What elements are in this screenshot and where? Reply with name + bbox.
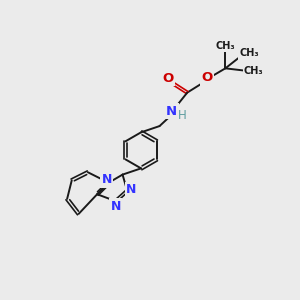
Text: CH₃: CH₃ [215,41,235,51]
Text: CH₃: CH₃ [244,66,264,76]
Text: CH₃: CH₃ [240,48,260,58]
Text: H: H [178,109,186,122]
Text: O: O [163,71,174,85]
Text: O: O [201,71,212,84]
Text: N: N [166,105,177,118]
Text: N: N [102,173,112,186]
Text: N: N [126,183,136,196]
Text: N: N [110,200,121,213]
